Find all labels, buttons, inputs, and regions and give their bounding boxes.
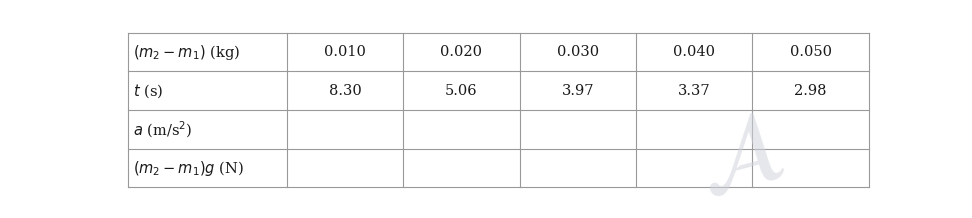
Text: 3.37: 3.37 — [677, 84, 711, 98]
Text: 2.98: 2.98 — [794, 84, 827, 98]
Text: 0.030: 0.030 — [557, 45, 599, 59]
Text: $(m_2 - m_1)$ (kg): $(m_2 - m_1)$ (kg) — [133, 43, 240, 62]
Text: 5.06: 5.06 — [445, 84, 478, 98]
Text: $(m_2 - m_1)g$ (N): $(m_2 - m_1)g$ (N) — [133, 158, 244, 177]
Text: 8.30: 8.30 — [329, 84, 362, 98]
Text: 0.050: 0.050 — [789, 45, 832, 59]
Text: $\mathcal{A}$: $\mathcal{A}$ — [686, 99, 792, 215]
Text: 3.97: 3.97 — [562, 84, 594, 98]
Text: 0.020: 0.020 — [440, 45, 482, 59]
Text: 0.040: 0.040 — [674, 45, 715, 59]
Text: $a$ (m/s$^2$): $a$ (m/s$^2$) — [133, 119, 192, 140]
Text: 0.010: 0.010 — [324, 45, 366, 59]
Text: $t$ (s): $t$ (s) — [133, 82, 163, 100]
